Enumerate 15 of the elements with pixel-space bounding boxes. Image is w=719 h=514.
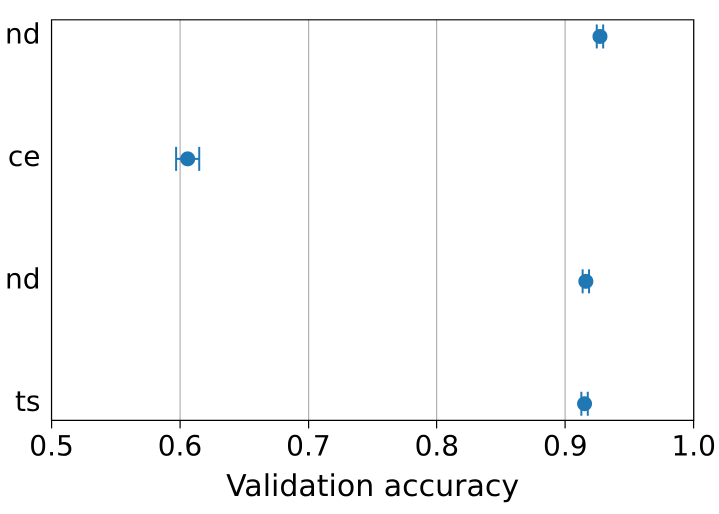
x-tick-label: 0.7 (286, 429, 331, 462)
y-tick-label: ts (14, 385, 41, 418)
x-tick-label: 0.9 (543, 429, 588, 462)
y-tick-label: nd (4, 262, 41, 296)
x-tick-label: 0.8 (414, 429, 460, 462)
x-tick-label: 1.0 (671, 429, 716, 462)
x-tick-label: 0.6 (158, 429, 202, 462)
x-axis-title: Validation accuracy (226, 468, 520, 504)
y-tick-label: ce (8, 140, 41, 174)
point (578, 274, 594, 289)
point (577, 396, 592, 412)
y-tick-label: nd (4, 18, 41, 51)
point (592, 28, 608, 44)
x-tick-label: 0.5 (29, 429, 74, 462)
point (180, 151, 196, 166)
